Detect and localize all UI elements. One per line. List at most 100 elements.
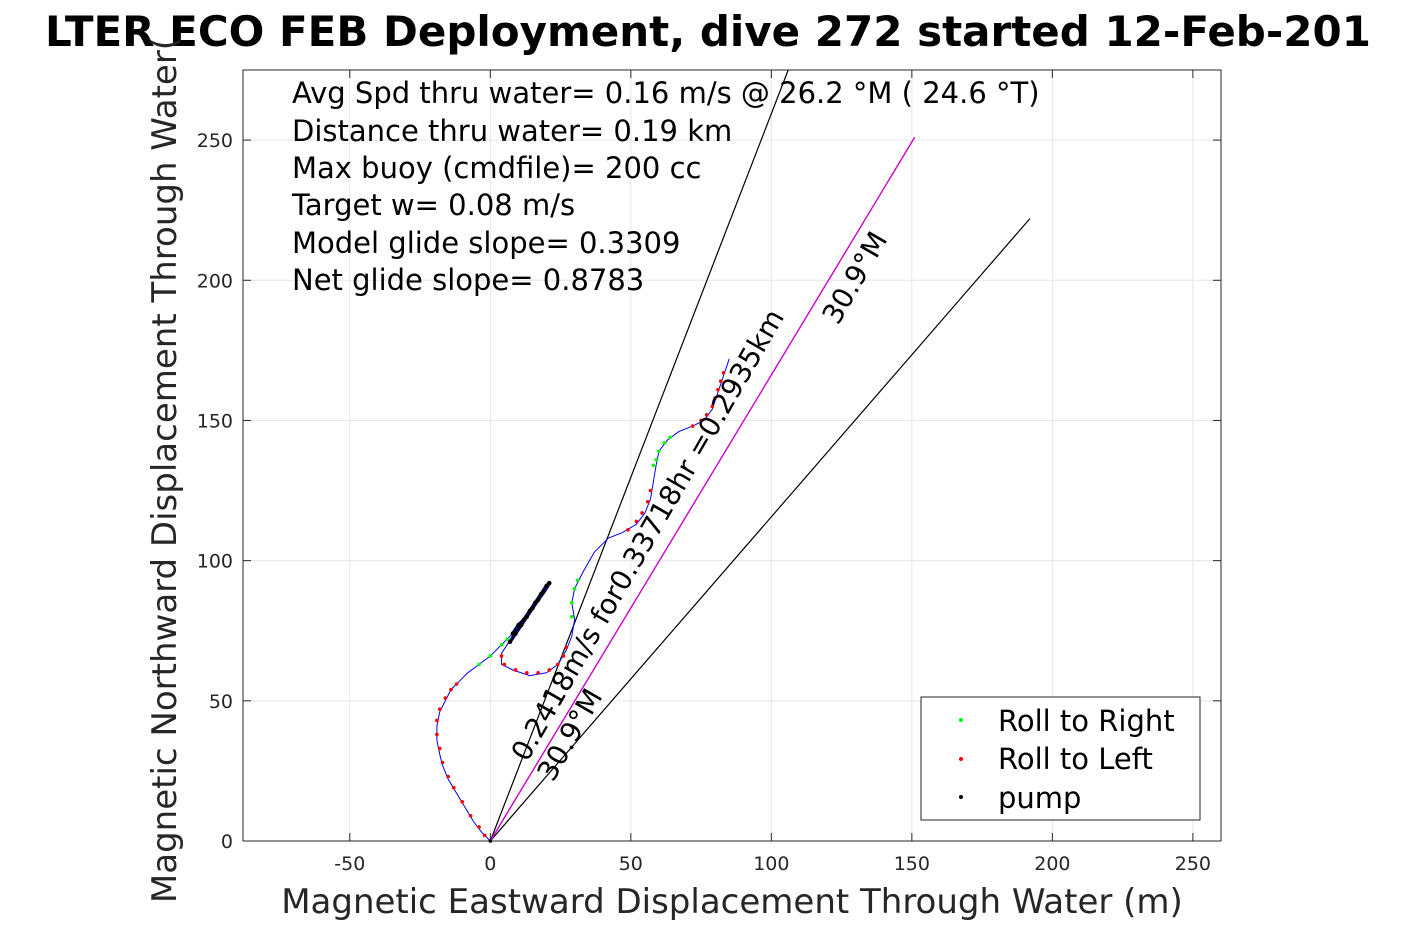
x-tick-label: 150 bbox=[894, 853, 930, 875]
current-vector-line bbox=[489, 136, 916, 842]
cone-line bbox=[489, 218, 1031, 842]
legend-marker-roll-right bbox=[959, 718, 963, 722]
point-roll-to-right bbox=[572, 586, 577, 591]
y-tick-label: 0 bbox=[221, 831, 233, 853]
legend-label-pump: pump bbox=[998, 781, 1081, 815]
point-roll-to-left bbox=[437, 707, 442, 712]
y-tick-label: 100 bbox=[197, 551, 233, 573]
x-axis-label: Magnetic Eastward Displacement Through W… bbox=[281, 882, 1183, 922]
point-roll-to-left bbox=[440, 760, 445, 765]
x-tick-label: 100 bbox=[753, 853, 789, 875]
point-roll-to-left bbox=[451, 785, 456, 790]
y-axis-label: Magnetic Northward Displacement Through … bbox=[145, 37, 185, 903]
point-roll-to-left bbox=[564, 645, 568, 650]
point-roll-to-right bbox=[570, 600, 574, 605]
point-roll-to-right bbox=[651, 463, 656, 468]
x-tick-label: 200 bbox=[1034, 853, 1070, 875]
point-roll-to-left bbox=[634, 519, 639, 524]
y-tick-label: 50 bbox=[209, 691, 233, 713]
annotation-target-w: Target w= 0.08 m/s bbox=[291, 188, 575, 222]
pump-point bbox=[521, 617, 527, 622]
legend-label-roll-left: Roll to Left bbox=[998, 742, 1153, 776]
point-roll-to-left bbox=[555, 662, 560, 667]
pump-point bbox=[538, 592, 544, 597]
point-roll-to-left bbox=[513, 668, 518, 672]
legend-box bbox=[920, 696, 1201, 821]
chart-title: LTER ECO FEB Deployment, dive 272 starte… bbox=[45, 7, 1371, 56]
annotation-max-buoy: Max buoy (cmdfile)= 200 cc bbox=[292, 151, 701, 185]
point-roll-to-left bbox=[482, 833, 487, 838]
point-roll-to-left bbox=[536, 670, 540, 675]
cone-line bbox=[489, 69, 789, 842]
tick-marks: -50 0 50 100 150 200 250 0 50 100 150 200 250 bbox=[197, 70, 1221, 875]
grid-lines bbox=[243, 70, 1221, 842]
point-roll-to-left bbox=[561, 654, 566, 658]
point-roll-to-left bbox=[454, 682, 459, 686]
point-roll-to-right bbox=[657, 449, 661, 454]
point-roll-to-left bbox=[449, 687, 453, 692]
point-roll-to-right bbox=[570, 614, 574, 619]
point-roll-to-left bbox=[499, 654, 504, 658]
point-roll-to-left bbox=[713, 396, 717, 400]
pump-point bbox=[544, 583, 549, 589]
point-roll-to-left bbox=[460, 799, 465, 804]
point-roll-to-left bbox=[626, 527, 630, 532]
pump-point bbox=[519, 622, 524, 628]
point-roll-to-left bbox=[721, 370, 726, 375]
point-roll-to-right bbox=[575, 578, 580, 583]
point-pump bbox=[508, 640, 512, 644]
point-roll-to-left bbox=[446, 774, 450, 779]
pump-point bbox=[530, 606, 535, 611]
point-roll-to-left bbox=[443, 696, 448, 700]
current-speed-label: 0.2418m/s for0.33718hr =0.2935km bbox=[504, 304, 790, 767]
point-roll-to-left bbox=[435, 718, 439, 723]
pump-point bbox=[535, 597, 541, 603]
pump-point bbox=[527, 608, 532, 614]
point-roll-to-left bbox=[699, 418, 703, 423]
point-roll-to-left bbox=[690, 424, 695, 428]
point-roll-to-left bbox=[547, 668, 552, 672]
pump-point bbox=[524, 614, 530, 619]
legend-marker-pump bbox=[959, 795, 963, 799]
point-roll-to-left bbox=[437, 746, 442, 751]
point-roll-to-left bbox=[716, 387, 720, 392]
point-roll-to-right bbox=[662, 441, 667, 445]
point-roll-to-left bbox=[645, 499, 650, 504]
y-tick-label: 150 bbox=[197, 410, 233, 432]
point-pump bbox=[547, 581, 552, 585]
legend: Roll to Right Roll to Left pump bbox=[920, 696, 1201, 821]
point-roll-to-right bbox=[499, 642, 504, 647]
point-roll-to-left bbox=[640, 511, 644, 515]
annotation-distance: Distance thru water= 0.19 km bbox=[292, 114, 732, 148]
pump-point bbox=[533, 600, 538, 605]
annotation-avg-speed: Avg Spd thru water= 0.16 m/s @ 26.2 °M (… bbox=[292, 76, 1040, 110]
x-tick-label: 0 bbox=[484, 853, 496, 875]
axes-box bbox=[242, 69, 1222, 842]
point-roll-to-right bbox=[488, 654, 493, 658]
point-roll-to-left bbox=[477, 825, 481, 829]
point-roll-to-left bbox=[502, 662, 507, 667]
point-roll-to-left bbox=[718, 379, 723, 384]
annotation-model-glide: Model glide slope= 0.3309 bbox=[292, 226, 680, 260]
plot-area bbox=[435, 69, 1031, 843]
point-pump bbox=[488, 839, 493, 843]
pump-point bbox=[541, 589, 546, 594]
point-roll-to-left bbox=[435, 732, 439, 737]
point-roll-to-left bbox=[525, 670, 529, 675]
point-roll-to-right bbox=[477, 662, 481, 667]
x-tick-label: -50 bbox=[334, 853, 365, 875]
y-tick-label: 250 bbox=[197, 130, 233, 152]
point-roll-to-left bbox=[468, 813, 473, 818]
glider-track bbox=[436, 358, 730, 842]
x-tick-label: 250 bbox=[1175, 853, 1211, 875]
current-direction-label-top: 30.9°M bbox=[815, 226, 894, 330]
annotation-net-glide: Net glide slope= 0.8783 bbox=[292, 263, 644, 297]
legend-label-roll-right: Roll to Right bbox=[998, 704, 1175, 738]
pump-point bbox=[513, 631, 518, 636]
point-roll-to-right bbox=[654, 457, 658, 462]
point-roll-to-left bbox=[704, 413, 709, 417]
point-roll-to-left bbox=[710, 404, 715, 409]
x-tick-label: 50 bbox=[619, 853, 643, 875]
summary-annotations: Avg Spd thru water= 0.16 m/s @ 26.2 °M (… bbox=[291, 76, 1040, 297]
